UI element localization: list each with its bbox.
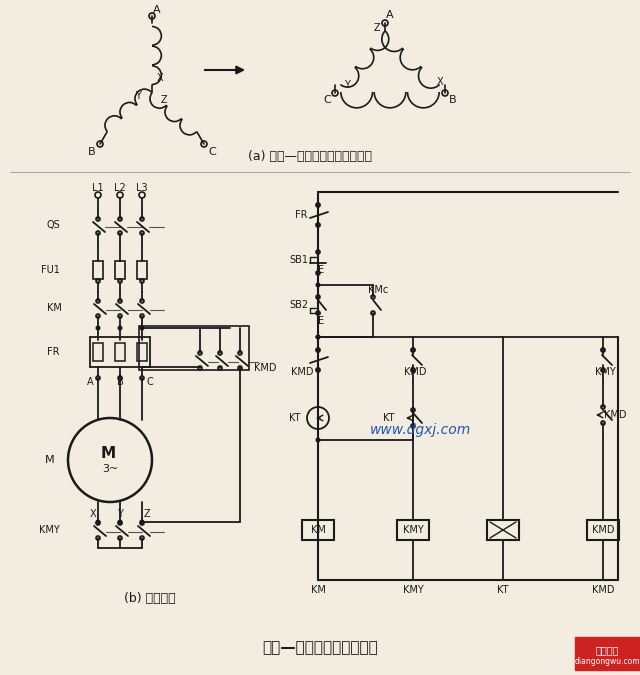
Text: KMY: KMY — [403, 585, 424, 595]
Text: B: B — [88, 147, 96, 157]
Text: FR: FR — [47, 347, 60, 357]
Text: L3: L3 — [136, 183, 148, 193]
Text: KMY: KMY — [403, 525, 424, 535]
Text: (a) 星形—三角形转换绕组连接图: (a) 星形—三角形转换绕组连接图 — [248, 151, 372, 163]
Circle shape — [316, 335, 321, 340]
Text: Y: Y — [135, 91, 141, 101]
Text: 3~: 3~ — [102, 464, 118, 474]
Text: L1: L1 — [92, 183, 104, 193]
Bar — [90, 337, 150, 367]
Bar — [139, 326, 249, 370]
Circle shape — [316, 335, 321, 340]
Text: KMY: KMY — [39, 525, 60, 535]
Text: Z: Z — [161, 95, 167, 105]
Text: (b) 控制线路: (b) 控制线路 — [124, 591, 176, 605]
Text: KM: KM — [310, 525, 325, 535]
Bar — [115, 343, 125, 361]
Bar — [302, 520, 334, 540]
Text: Z: Z — [374, 23, 380, 33]
Circle shape — [140, 520, 145, 524]
Text: KT: KT — [289, 413, 300, 423]
Text: A: A — [386, 10, 394, 20]
Text: SB2: SB2 — [289, 300, 308, 310]
Text: M: M — [100, 446, 116, 460]
Text: X: X — [157, 73, 163, 83]
Bar — [93, 343, 103, 361]
Text: Y: Y — [344, 80, 350, 90]
Bar — [137, 343, 147, 361]
Text: B: B — [449, 95, 457, 105]
Bar — [115, 261, 125, 279]
Circle shape — [95, 520, 100, 524]
Text: KMY: KMY — [595, 367, 616, 377]
Text: X: X — [90, 509, 96, 519]
Text: L2: L2 — [114, 183, 126, 193]
Circle shape — [316, 283, 321, 288]
Text: KM: KM — [310, 585, 325, 595]
Bar — [587, 520, 619, 540]
Text: KMc: KMc — [368, 285, 388, 295]
Circle shape — [118, 325, 122, 331]
Circle shape — [316, 437, 321, 443]
Text: FR: FR — [296, 210, 308, 220]
Text: KMD: KMD — [291, 367, 313, 377]
Text: B: B — [116, 377, 124, 387]
Text: C: C — [323, 95, 331, 105]
Text: SB1: SB1 — [289, 255, 308, 265]
Text: 星形—三角形启动控制线路: 星形—三角形启动控制线路 — [262, 641, 378, 655]
Circle shape — [140, 325, 145, 331]
Text: A: A — [86, 377, 93, 387]
Circle shape — [95, 325, 100, 331]
Text: FU1: FU1 — [41, 265, 60, 275]
Bar — [487, 520, 519, 540]
Text: Y: Y — [117, 509, 123, 519]
Text: KT: KT — [497, 585, 509, 595]
Text: KMD: KMD — [592, 525, 614, 535]
Bar — [93, 261, 103, 279]
Circle shape — [118, 520, 122, 524]
Text: diangongwu.com: diangongwu.com — [574, 657, 640, 666]
Text: www.dgxj.com: www.dgxj.com — [369, 423, 470, 437]
Bar — [397, 520, 429, 540]
Text: Z: Z — [144, 509, 150, 519]
Text: KM: KM — [47, 303, 62, 313]
Text: QS: QS — [46, 220, 60, 230]
Text: A: A — [153, 5, 161, 15]
Text: E: E — [318, 265, 324, 275]
Text: C: C — [208, 147, 216, 157]
Bar — [137, 261, 147, 279]
Text: E: E — [318, 316, 324, 326]
Text: KMD: KMD — [592, 585, 614, 595]
Text: KMD: KMD — [253, 363, 276, 373]
Text: KMD: KMD — [604, 410, 627, 420]
Text: KMD: KMD — [404, 367, 426, 377]
Text: KT: KT — [383, 413, 395, 423]
Text: C: C — [147, 377, 154, 387]
Text: M: M — [45, 455, 55, 465]
Text: 电工之屋: 电工之屋 — [595, 645, 619, 655]
Bar — [575, 637, 640, 670]
Text: X: X — [436, 77, 444, 87]
